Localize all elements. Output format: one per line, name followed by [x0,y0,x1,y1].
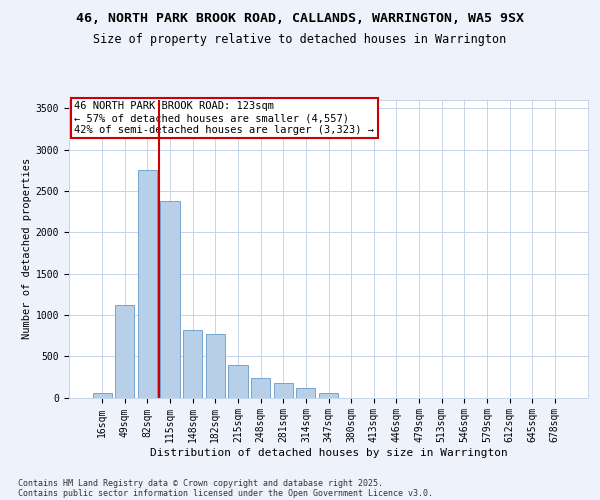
Bar [115,305,134,398]
Bar [183,330,202,398]
Bar [229,366,248,398]
Bar [160,201,180,398]
X-axis label: Distribution of detached houses by size in Warrington: Distribution of detached houses by size … [149,448,508,458]
Y-axis label: Number of detached properties: Number of detached properties [22,158,32,340]
Bar [138,170,157,398]
Bar [296,388,316,398]
Text: 46 NORTH PARK BROOK ROAD: 123sqm
← 57% of detached houses are smaller (4,557)
42: 46 NORTH PARK BROOK ROAD: 123sqm ← 57% o… [74,102,374,134]
Bar [206,334,225,398]
Text: Contains HM Land Registry data © Crown copyright and database right 2025.: Contains HM Land Registry data © Crown c… [18,478,383,488]
Text: 46, NORTH PARK BROOK ROAD, CALLANDS, WARRINGTON, WA5 9SX: 46, NORTH PARK BROOK ROAD, CALLANDS, WAR… [76,12,524,26]
Text: Size of property relative to detached houses in Warrington: Size of property relative to detached ho… [94,32,506,46]
Bar [274,383,293,398]
Bar [251,378,270,398]
Bar [319,394,338,398]
Bar [92,393,112,398]
Text: Contains public sector information licensed under the Open Government Licence v3: Contains public sector information licen… [18,488,433,498]
